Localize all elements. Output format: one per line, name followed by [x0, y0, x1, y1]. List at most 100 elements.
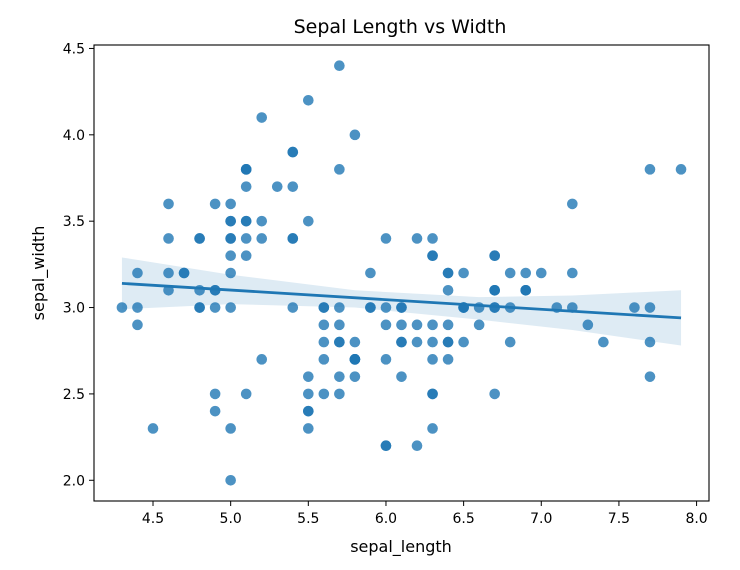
x-tick-label: 8.0: [685, 511, 707, 527]
data-point: [240, 164, 252, 175]
data-point: [380, 233, 392, 244]
data-point: [318, 302, 330, 313]
data-point: [411, 233, 423, 244]
data-point: [334, 164, 345, 175]
data-point: [411, 440, 423, 452]
data-point: [442, 284, 454, 296]
data-point: [411, 319, 423, 331]
y-axis-label: sepal_width: [29, 226, 49, 321]
data-point: [504, 267, 516, 279]
data-point: [349, 371, 361, 382]
data-point: [535, 267, 547, 279]
data-point: [427, 233, 438, 244]
x-tick-label: 6.5: [452, 511, 474, 527]
data-point: [427, 354, 438, 365]
data-point: [303, 405, 314, 417]
data-point: [225, 302, 236, 313]
data-point: [567, 198, 578, 210]
data-point: [209, 405, 221, 417]
data-point: [365, 267, 376, 279]
data-point: [365, 302, 376, 313]
data-point: [334, 302, 345, 313]
data-point: [396, 371, 407, 382]
data-point: [334, 60, 345, 72]
data-point: [427, 319, 438, 331]
data-point: [380, 440, 392, 452]
data-point: [240, 181, 252, 192]
data-point: [504, 336, 516, 348]
data-point: [489, 388, 500, 400]
data-point: [396, 336, 407, 348]
data-point: [675, 164, 687, 175]
data-point: [582, 319, 594, 331]
data-point: [644, 371, 656, 382]
x-axis-label: sepal_length: [350, 537, 452, 557]
data-point: [225, 474, 236, 486]
data-point: [318, 354, 330, 365]
data-point: [178, 267, 190, 279]
data-point: [303, 94, 314, 106]
data-point: [334, 371, 345, 382]
data-point: [427, 388, 438, 400]
data-point: [520, 267, 532, 279]
data-point: [334, 388, 345, 400]
data-point: [380, 319, 392, 331]
data-point: [567, 267, 578, 279]
y-tick-label: 3.5: [63, 214, 85, 230]
data-point: [209, 388, 221, 400]
data-point: [396, 302, 407, 313]
data-point: [225, 215, 236, 227]
data-point: [318, 388, 330, 400]
data-point: [225, 198, 236, 210]
y-tick-label: 3.0: [63, 301, 85, 317]
x-tick-label: 5.0: [220, 511, 242, 527]
data-point: [271, 181, 283, 192]
data-point: [287, 146, 299, 158]
data-point: [303, 215, 314, 227]
y-tick-label: 4.0: [63, 128, 85, 144]
chart-title: Sepal Length vs Width: [294, 16, 507, 38]
regression-line: [121, 281, 682, 320]
data-point: [489, 284, 500, 296]
y-tick-label: 4.5: [63, 41, 85, 57]
data-point: [318, 336, 330, 348]
data-point: [116, 302, 128, 313]
data-point: [256, 112, 268, 123]
data-point: [147, 423, 159, 434]
data-point: [225, 423, 236, 434]
data-point: [520, 284, 532, 296]
data-point: [256, 354, 268, 365]
data-point: [427, 250, 438, 262]
data-point: [334, 336, 345, 348]
data-point: [427, 423, 438, 434]
x-tick-label: 5.5: [297, 511, 319, 527]
data-point: [240, 233, 252, 244]
data-point: [256, 233, 268, 244]
data-point: [225, 250, 236, 262]
data-point: [209, 198, 221, 210]
data-point: [163, 198, 174, 210]
data-point: [163, 233, 174, 244]
data-point: [303, 371, 314, 382]
points-layer: [116, 60, 687, 486]
data-point: [194, 233, 205, 244]
data-point: [163, 267, 174, 279]
data-point: [349, 354, 361, 365]
data-point: [303, 388, 314, 400]
plot-area-frame: [93, 44, 710, 502]
data-point: [334, 319, 345, 331]
data-point: [240, 250, 252, 262]
data-point: [411, 336, 423, 348]
data-point: [442, 319, 454, 331]
data-point: [644, 336, 656, 348]
x-axis-ticks: 4.5 5.0 5.5 6.0 6.5 7.0 7.5 8.0: [142, 501, 708, 527]
data-point: [209, 302, 221, 313]
x-tick-label: 4.5: [142, 511, 164, 527]
data-point: [132, 319, 143, 331]
data-point: [473, 319, 485, 331]
x-tick-label: 7.5: [608, 511, 630, 527]
y-tick-label: 2.0: [63, 473, 85, 489]
data-point: [349, 129, 361, 141]
x-tick-label: 7.0: [530, 511, 552, 527]
data-point: [256, 215, 268, 227]
